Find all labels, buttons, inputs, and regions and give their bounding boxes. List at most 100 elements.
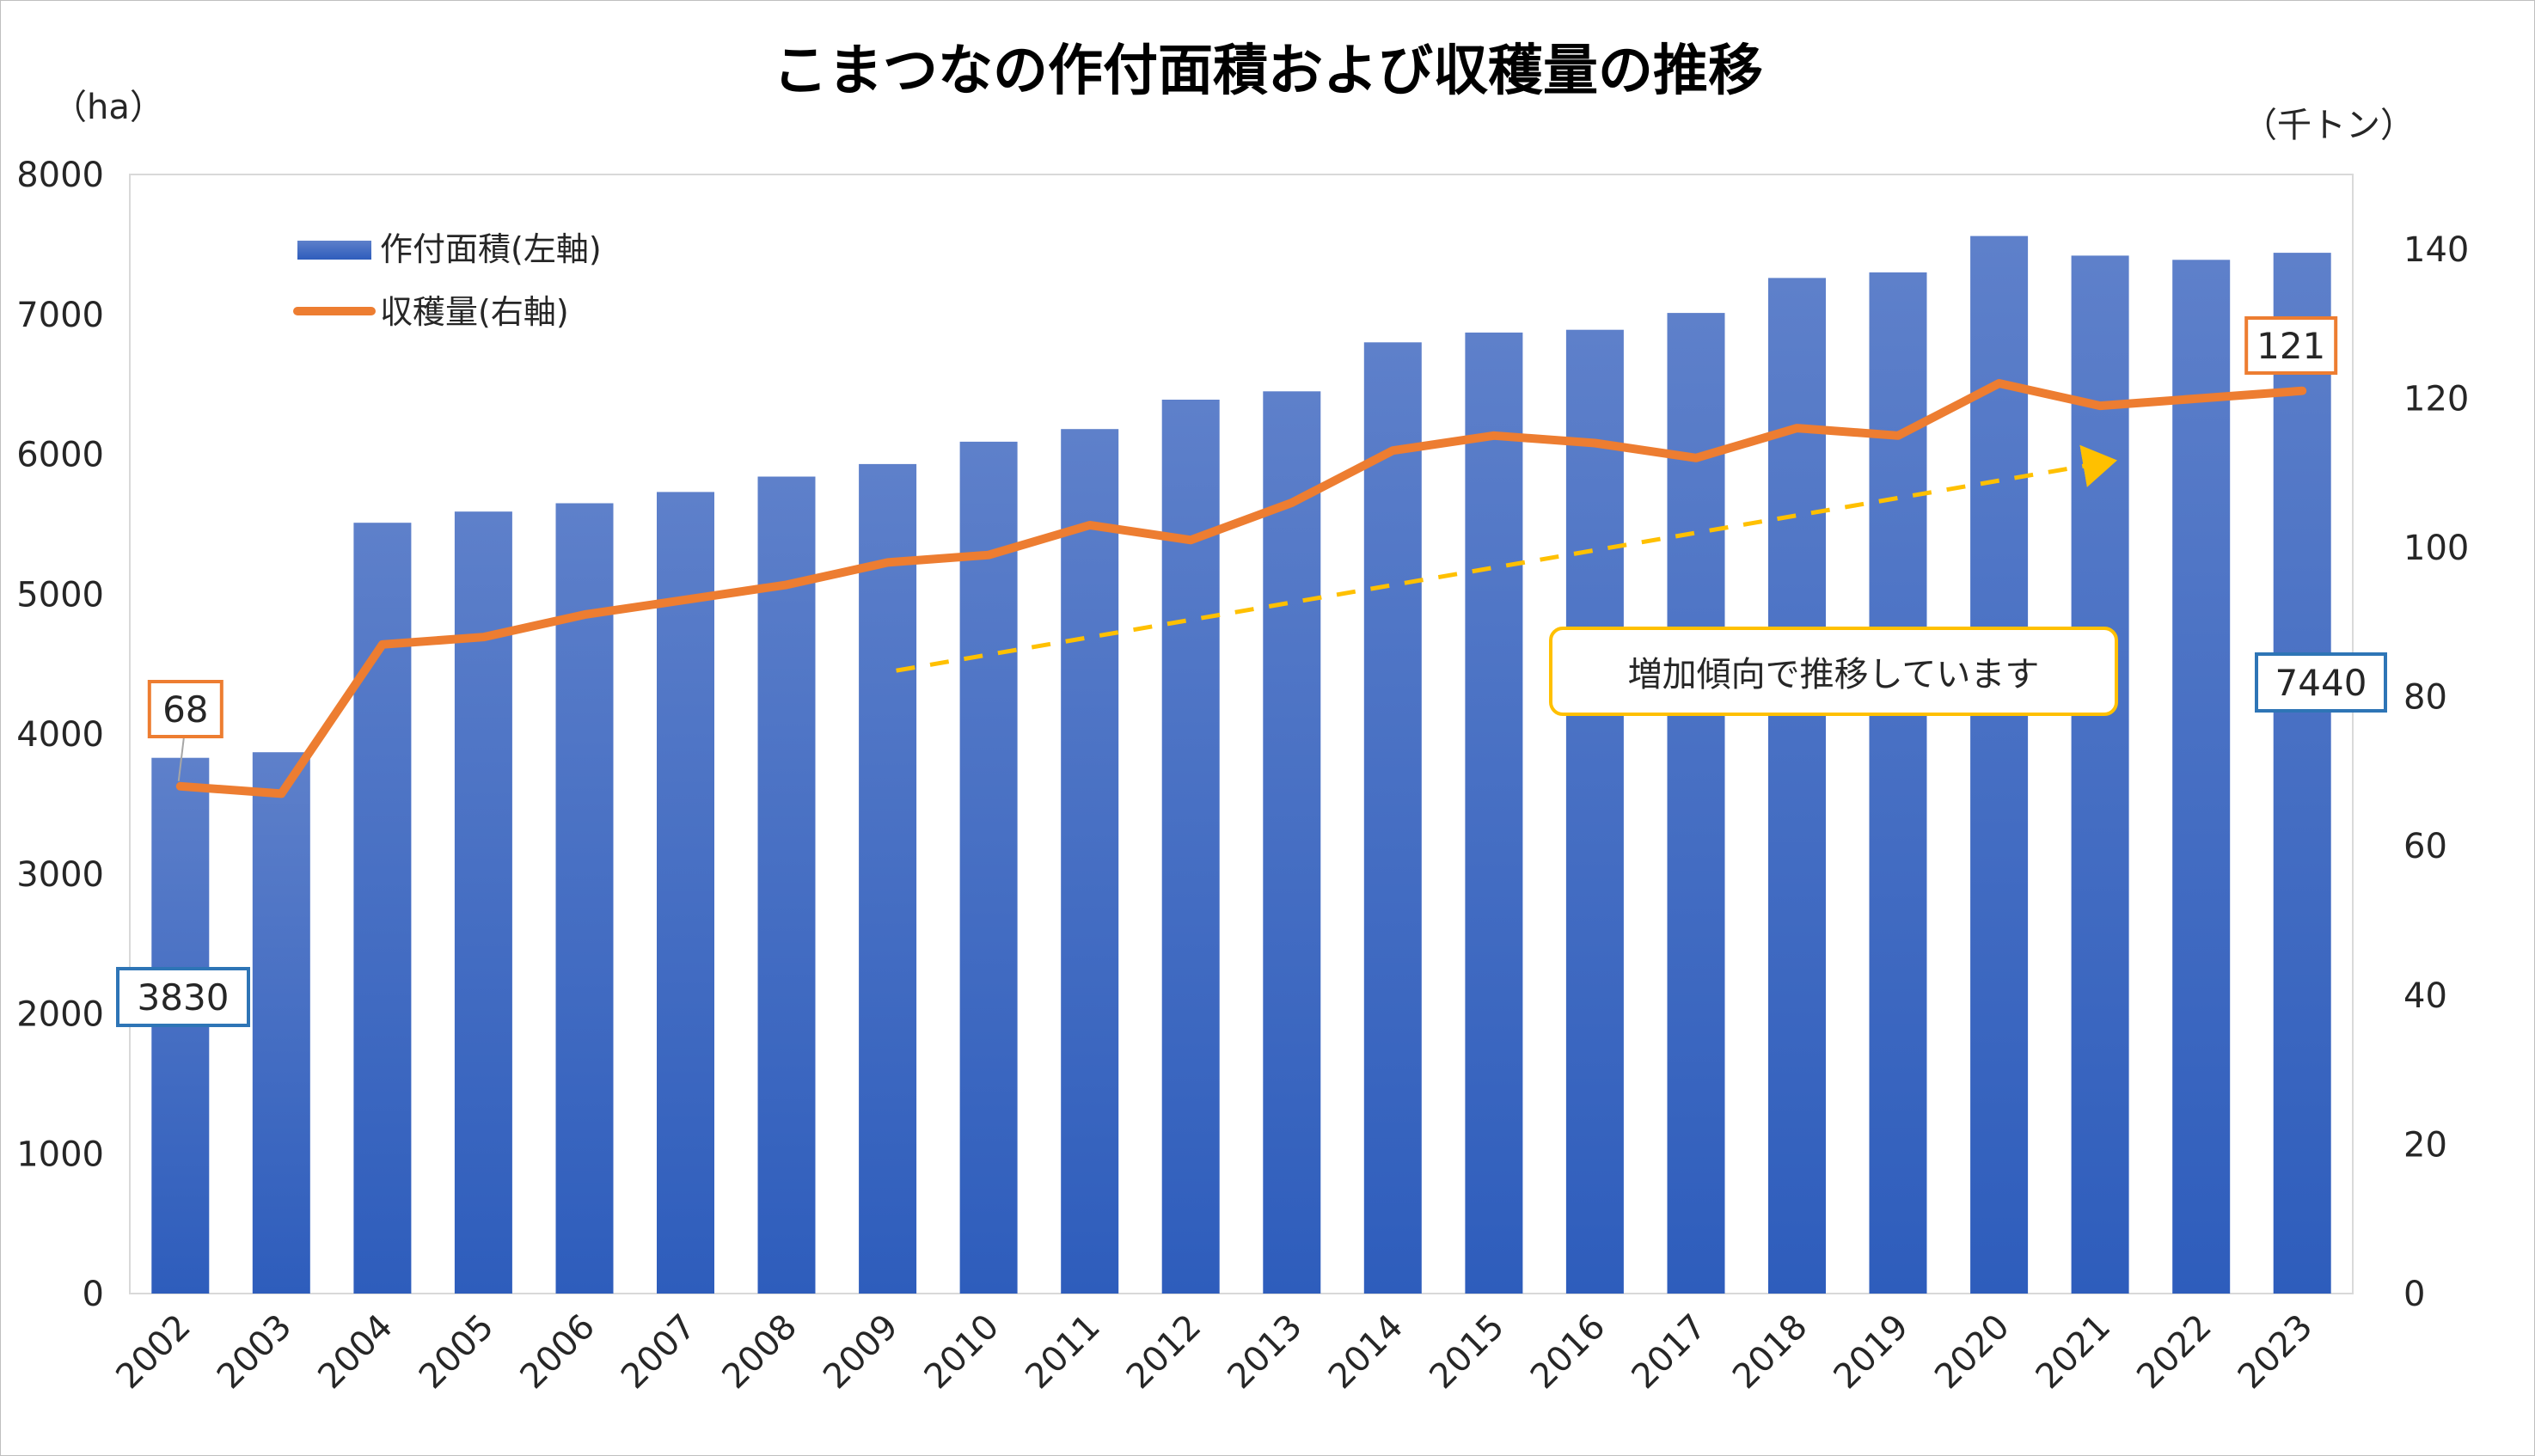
bar-2022 [2172,260,2231,1294]
bar-2006 [555,503,614,1294]
bar-2018 [1768,278,1826,1294]
line-point-2008 [785,583,788,587]
x-tick-2007: 2007 [614,1307,704,1398]
bar-2004 [353,523,412,1294]
x-tick-2018: 2018 [1725,1307,1816,1398]
line-point-2013 [1289,500,1294,505]
legend: 作付面積(左軸) 収穫量(右軸) [293,230,602,331]
y-left-tick-8000: 8000 [16,156,104,195]
y-left-tick-3000: 3000 [16,855,104,895]
first-line-label-box [147,680,223,738]
line-series-harvest [175,379,2307,798]
y-left-tick-5000: 5000 [16,575,104,615]
line-point-2020 [1997,382,2001,385]
x-tick-2006: 2006 [513,1307,603,1398]
bar-2021 [2071,255,2129,1294]
line-point-2005 [481,635,486,639]
bar-2003 [252,752,310,1294]
last-bar-label-box [2255,652,2387,713]
bar-2009 [859,463,917,1294]
first-line-label: 68 [162,688,208,731]
annotation-text: 増加傾向で推移しています [1628,655,2040,694]
line-point-2021 [2098,404,2103,408]
chart-title: こまつなの作付面積および収穫量の推移 [773,40,1763,103]
y-right-tick-labels: 0 20 40 60 80 100 120 140 [2403,230,2469,1314]
y-right-tick-60: 60 [2403,827,2447,866]
annotation-box [1549,627,2118,716]
y-right-tick-40: 40 [2403,976,2447,1016]
y-left-unit-label: （ha） [52,88,164,127]
x-tick-2023: 2023 [2231,1307,2321,1398]
line-point-2018 [1795,426,1799,431]
line-point-2009 [885,560,890,565]
line-point-2002 [178,784,182,788]
line-point-2015 [1491,433,1496,437]
x-tick-2021: 2021 [2029,1307,2119,1398]
y-right-unit-label: （千トン） [2243,106,2415,145]
data-labels-layer: 68 121 3830 7440 [116,316,2387,1027]
line-point-2022 [2199,396,2203,401]
x-tick-2008: 2008 [715,1307,805,1398]
line-point-2019 [1896,433,1900,437]
bar-2023 [2273,253,2331,1294]
bar-2019 [1869,272,1927,1294]
y-left-tick-0: 0 [83,1275,104,1314]
y-left-tick-labels: 0 1000 2000 3000 4000 5000 6000 7000 8000 [16,156,104,1314]
annotation-callout: 増加傾向で推移しています [1549,627,2118,716]
x-tick-2009: 2009 [816,1307,906,1398]
bar-2010 [959,441,1018,1294]
x-tick-2020: 2020 [1927,1307,2018,1398]
y-right-tick-120: 120 [2403,379,2469,419]
x-tick-2015: 2015 [1422,1307,1512,1398]
bar-2014 [1363,342,1422,1294]
legend-bar-label: 作付面積(左軸) [380,230,602,268]
x-tick-2002: 2002 [108,1307,199,1398]
bars-layer [151,236,2331,1294]
bar-2020 [1970,236,2029,1294]
line-point-2011 [1087,523,1092,527]
first-bar-label: 3830 [138,976,230,1019]
legend-bar-swatch [297,241,371,260]
last-line-label-box [2244,316,2338,375]
y-right-tick-20: 20 [2403,1125,2447,1165]
bar-2007 [657,492,714,1294]
y-right-tick-100: 100 [2403,529,2469,568]
y-left-tick-6000: 6000 [16,436,104,475]
bar-2017 [1667,313,1725,1294]
line-point-2014 [1391,449,1395,453]
y-right-tick-80: 80 [2403,678,2447,718]
x-tick-2012: 2012 [1119,1307,1209,1398]
x-tick-labels: 2002 2003 2004 2005 2006 2007 2008 2009 2010 2011… [108,1307,2320,1398]
x-tick-2017: 2017 [1625,1307,1715,1398]
x-tick-2010: 2010 [917,1307,1007,1398]
line-layer [175,379,2307,798]
line-point-2004 [380,642,384,646]
line-point-2007 [683,597,688,602]
line-point-2017 [1694,456,1698,460]
x-tick-2003: 2003 [210,1307,300,1398]
y-left-tick-7000: 7000 [16,296,104,335]
first-bar-label-box [116,967,250,1027]
line-point-2016 [1593,441,1597,445]
x-tick-2014: 2014 [1321,1307,1411,1398]
x-tick-2016: 2016 [1523,1307,1613,1398]
last-line-label: 121 [2256,325,2325,367]
bar-2015 [1465,332,1523,1294]
y-left-tick-4000: 4000 [16,715,104,755]
bar-2012 [1161,400,1220,1294]
bar-2011 [1061,429,1119,1294]
x-tick-2011: 2011 [1018,1307,1108,1398]
y-right-tick-140: 140 [2403,230,2469,270]
y-left-tick-2000: 2000 [16,995,104,1035]
line-point-2010 [987,553,991,557]
bar-2013 [1263,391,1321,1294]
legend-line-label: 収穫量(右軸) [380,293,569,331]
plot-area [129,174,2354,1294]
x-tick-2022: 2022 [2129,1307,2220,1398]
line-point-2023 [2300,388,2305,393]
bar-2016 [1565,329,1624,1294]
x-tick-2013: 2013 [1220,1307,1310,1398]
line-point-2003 [279,792,284,796]
